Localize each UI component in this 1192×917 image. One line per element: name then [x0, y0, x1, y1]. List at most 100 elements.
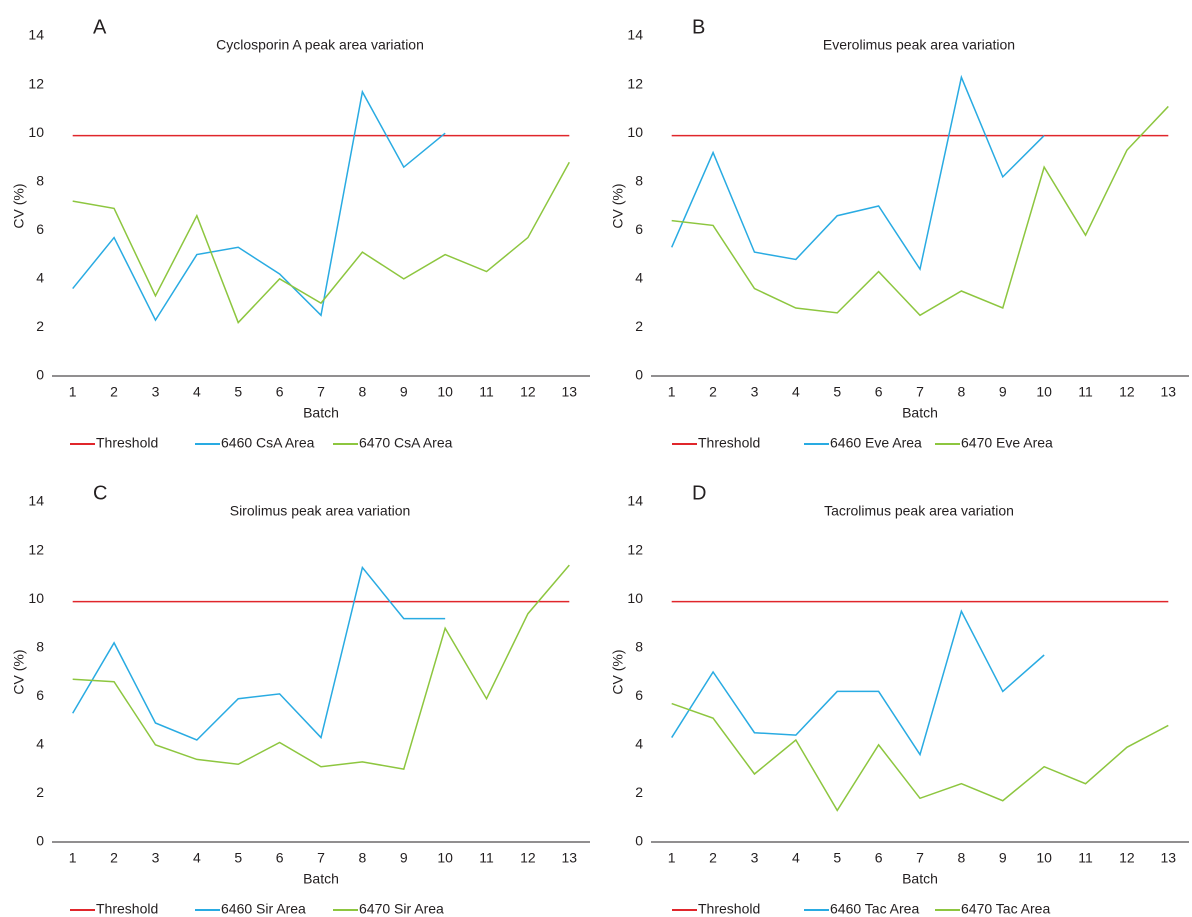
series-line: [72, 565, 446, 741]
legend-label: 6460 CsA Area: [221, 435, 315, 451]
x-tick-label: 9: [400, 850, 408, 866]
y-tick-label: 14: [28, 27, 44, 43]
x-tick-label: 2: [110, 384, 118, 400]
x-tick-label: 10: [437, 850, 453, 866]
panel-label: C: [93, 482, 107, 504]
x-tick-label: 12: [1119, 384, 1135, 400]
x-axis-label: Batch: [902, 405, 938, 421]
y-tick-label: 2: [635, 318, 643, 334]
x-tick-label: 13: [1161, 384, 1177, 400]
x-tick-label: 10: [1036, 850, 1052, 866]
x-tick-label: 1: [668, 384, 676, 400]
series-line: [72, 564, 570, 770]
y-tick-label: 12: [28, 75, 44, 91]
x-tick-label: 6: [875, 384, 883, 400]
x-tick-label: 10: [437, 384, 453, 400]
x-tick-label: 6: [276, 850, 284, 866]
x-tick-label: 7: [916, 384, 924, 400]
x-tick-label: 3: [751, 850, 759, 866]
panel-label: B: [692, 16, 705, 38]
x-tick-label: 11: [1078, 850, 1093, 866]
y-tick-label: 6: [635, 221, 643, 237]
x-tick-label: 9: [400, 384, 408, 400]
y-tick-label: 0: [36, 367, 44, 383]
y-tick-label: 0: [635, 367, 643, 383]
x-tick-label: 3: [152, 850, 160, 866]
panel-label: A: [93, 16, 107, 38]
chart-title: Everolimus peak area variation: [823, 37, 1015, 53]
y-tick-label: 14: [28, 493, 44, 509]
y-tick-label: 8: [36, 172, 44, 188]
y-tick-label: 4: [635, 270, 643, 286]
x-tick-label: 8: [358, 850, 366, 866]
x-tick-label: 4: [193, 850, 201, 866]
series-line: [671, 702, 1169, 812]
x-tick-label: 4: [792, 850, 800, 866]
x-tick-label: 9: [999, 850, 1007, 866]
legend-label: Threshold: [698, 901, 760, 917]
y-tick-label: 12: [28, 541, 44, 557]
x-tick-label: 9: [999, 384, 1007, 400]
y-tick-label: 0: [36, 833, 44, 849]
y-tick-label: 0: [635, 833, 643, 849]
panel-label: D: [692, 482, 706, 504]
y-tick-label: 14: [627, 493, 643, 509]
y-tick-label: 4: [36, 736, 44, 752]
x-tick-label: 13: [1161, 850, 1177, 866]
x-tick-label: 2: [709, 384, 717, 400]
x-tick-label: 7: [916, 850, 924, 866]
x-tick-label: 8: [957, 384, 965, 400]
series-line: [671, 105, 1169, 317]
x-tick-label: 13: [562, 384, 578, 400]
x-tick-label: 5: [833, 384, 841, 400]
x-tick-label: 4: [193, 384, 201, 400]
legend-label: 6470 Sir Area: [359, 901, 444, 917]
y-tick-label: 4: [36, 270, 44, 286]
legend-label: Threshold: [96, 435, 158, 451]
x-tick-label: 11: [479, 850, 494, 866]
x-tick-label: 2: [709, 850, 717, 866]
x-tick-label: 6: [276, 384, 284, 400]
legend-label: 6470 CsA Area: [359, 435, 453, 451]
y-axis-label: CV (%): [610, 649, 626, 694]
y-axis-label: CV (%): [610, 183, 626, 228]
y-tick-label: 10: [627, 590, 643, 606]
y-tick-label: 10: [28, 590, 44, 606]
chart-panel: A Cyclosporin A peak area variation CV (%)…: [11, 16, 590, 451]
legend-label: 6470 Eve Area: [961, 435, 1053, 451]
x-tick-label: 5: [833, 850, 841, 866]
x-tick-label: 8: [957, 850, 965, 866]
y-tick-label: 2: [635, 784, 643, 800]
x-tick-label: 8: [358, 384, 366, 400]
x-tick-label: 11: [479, 384, 494, 400]
y-tick-label: 12: [627, 541, 643, 557]
x-tick-label: 12: [520, 850, 536, 866]
x-tick-label: 6: [875, 850, 883, 866]
legend-label: Threshold: [698, 435, 760, 451]
x-tick-label: 7: [317, 850, 325, 866]
y-axis-label: CV (%): [11, 649, 27, 694]
y-tick-label: 6: [36, 687, 44, 703]
x-tick-label: 1: [69, 384, 77, 400]
x-tick-label: 10: [1036, 384, 1052, 400]
y-tick-label: 14: [627, 27, 643, 43]
x-tick-label: 13: [562, 850, 578, 866]
y-tick-label: 6: [36, 221, 44, 237]
chart-title: Tacrolimus peak area variation: [824, 503, 1014, 519]
y-tick-label: 8: [635, 172, 643, 188]
y-tick-label: 6: [635, 687, 643, 703]
y-tick-label: 2: [36, 318, 44, 334]
chart-panel: B Everolimus peak area variation CV (%) Bat…: [610, 16, 1189, 451]
y-tick-label: 8: [36, 638, 44, 654]
x-tick-label: 1: [668, 850, 676, 866]
y-tick-label: 2: [36, 784, 44, 800]
x-tick-label: 3: [152, 384, 160, 400]
x-tick-label: 7: [317, 384, 325, 400]
x-tick-label: 1: [69, 850, 77, 866]
x-tick-label: 2: [110, 850, 118, 866]
x-tick-label: 3: [751, 384, 759, 400]
y-tick-label: 12: [627, 75, 643, 91]
chart-title: Sirolimus peak area variation: [230, 503, 411, 519]
legend-label: 6470 Tac Area: [961, 901, 1050, 917]
